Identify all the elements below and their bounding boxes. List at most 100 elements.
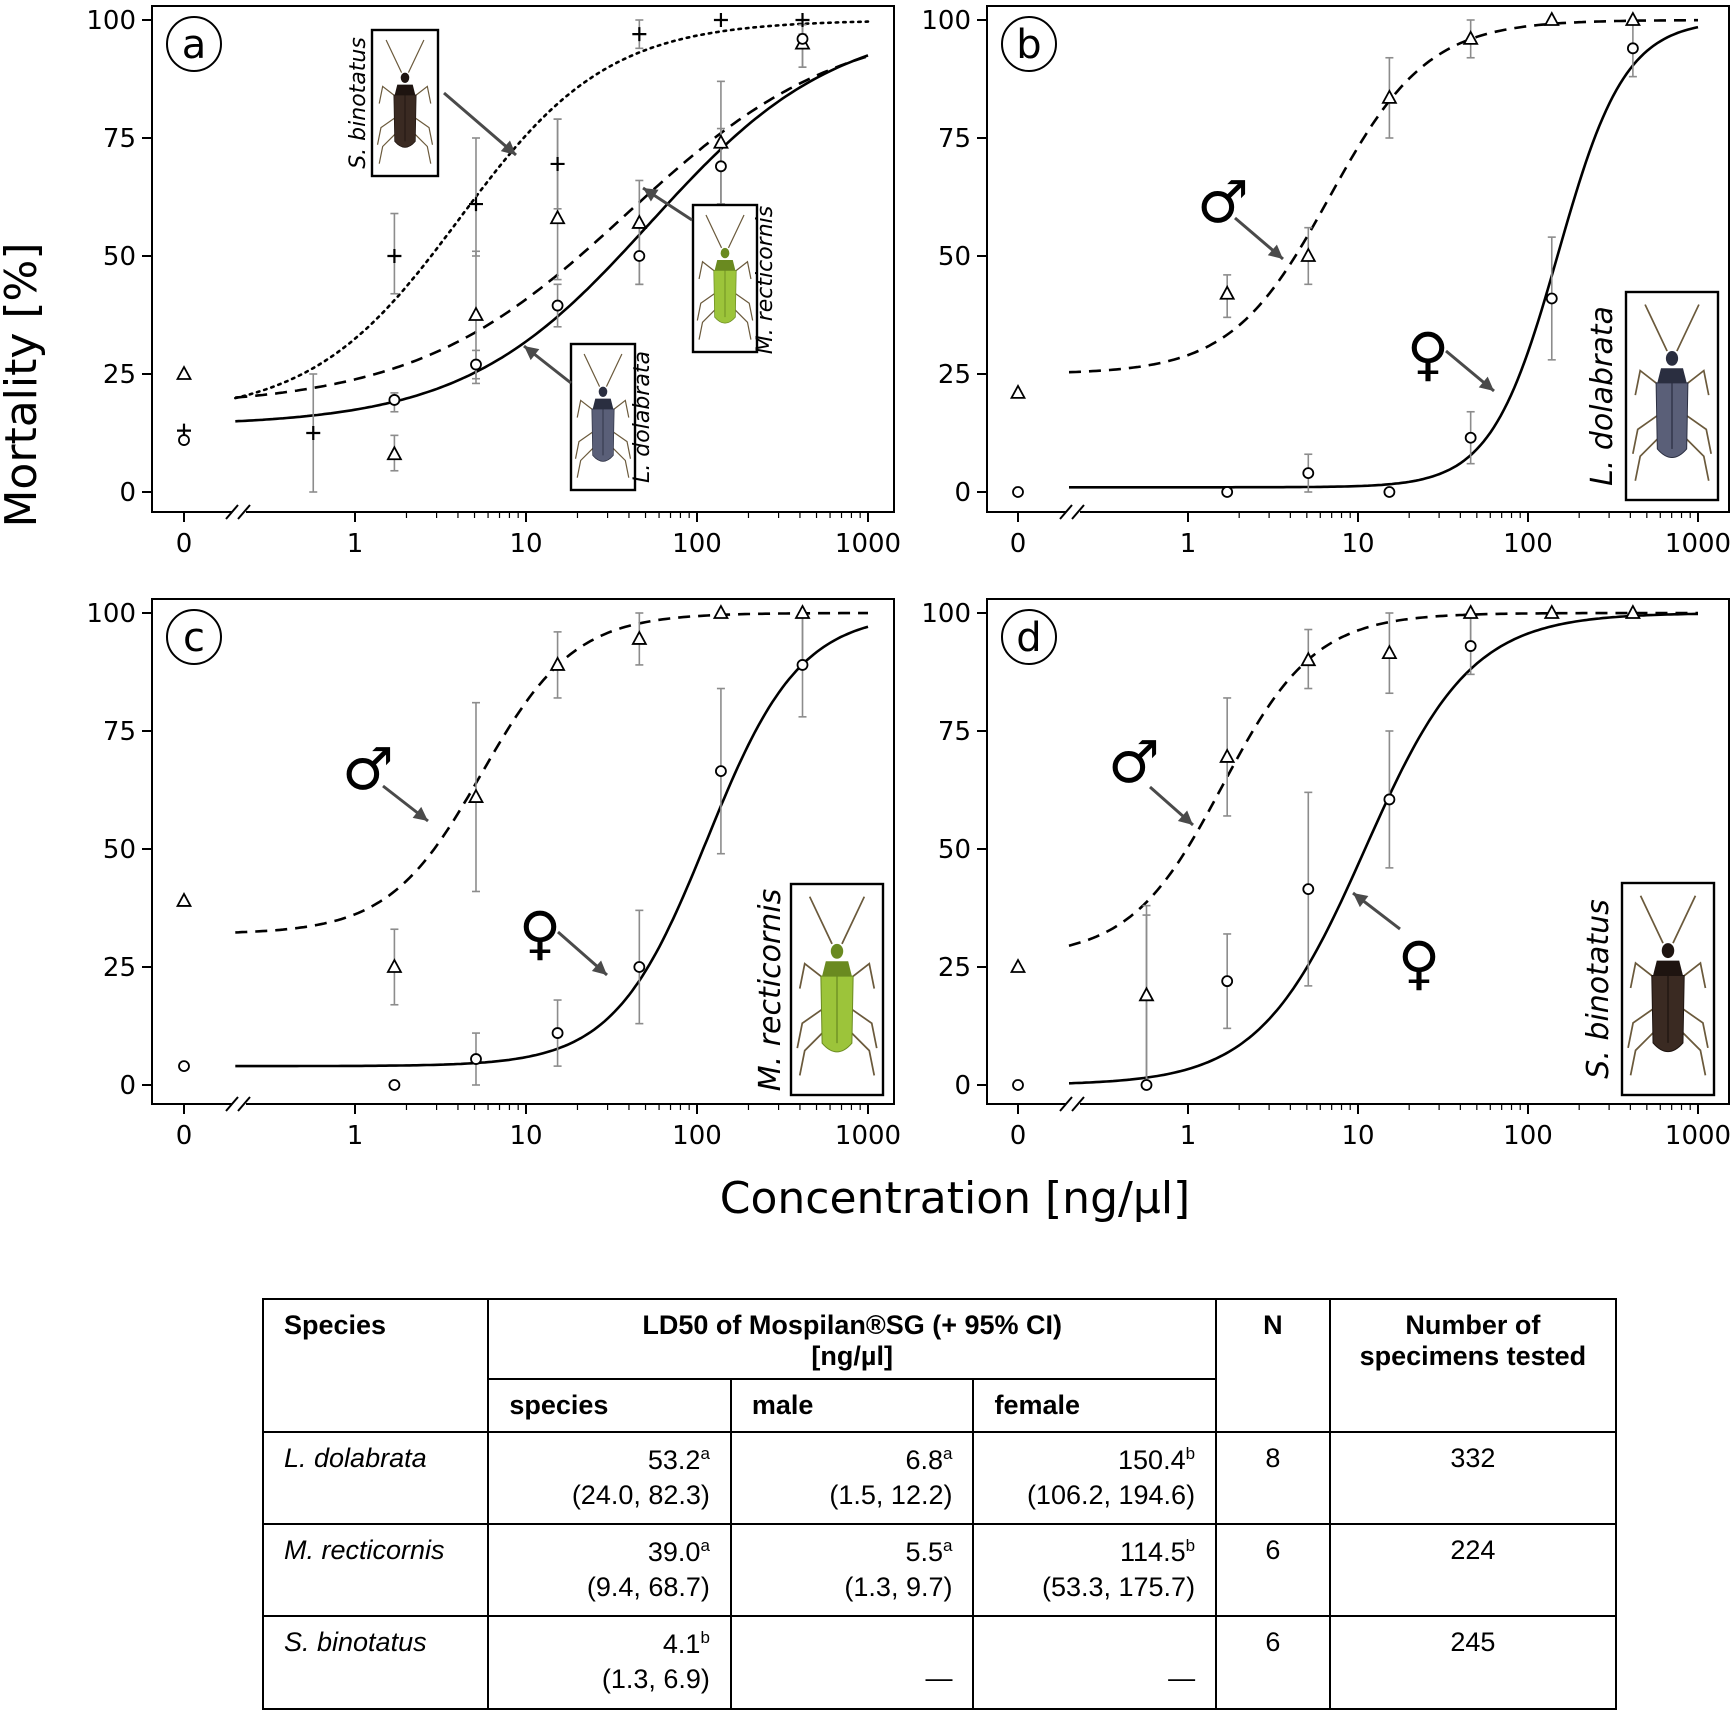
y-tick-label: 0: [119, 1071, 136, 1101]
data-point-circle: [1383, 793, 1396, 806]
data-point-plus: [468, 197, 483, 212]
specimen-species-label: S. binotatus: [1581, 899, 1616, 1078]
cell-ld50-species: 4.1b (1.3, 6.9): [487, 1615, 732, 1710]
y-tick-label: 100: [86, 6, 136, 36]
data-point-triangle: [1543, 604, 1560, 619]
panel-label-circle: [1001, 609, 1057, 665]
axis-break-mark: [237, 1096, 251, 1112]
data-point-circle: [1464, 431, 1477, 444]
insect-legs: [376, 39, 434, 164]
annotation-arrowhead: [591, 960, 607, 975]
axis-break-mark: [237, 504, 251, 520]
subheader-species: species: [487, 1378, 732, 1433]
panel-label: b: [1016, 22, 1041, 68]
data-point-triangle: [1300, 651, 1317, 667]
insect-silhouette: [796, 896, 878, 1076]
axis-break-mark: [225, 504, 239, 520]
cell-specimens: 332: [1328, 1430, 1618, 1526]
data-point-circle: [633, 961, 646, 973]
specimen-photo-frame: [569, 342, 637, 492]
insect-legs: [696, 214, 754, 340]
insect-head: [720, 247, 730, 259]
cell-ld50-female: —: [972, 1615, 1218, 1710]
header-ld50: LD50 of Mospilan®SG (+ 95% CI) [ng/µl]: [487, 1298, 1218, 1380]
axis-break-mark: [1071, 504, 1085, 520]
axis-break-gap: [232, 510, 246, 516]
y-tick-label: 50: [103, 835, 136, 865]
panel-label: c: [183, 615, 205, 661]
data-point-triangle: [1300, 247, 1317, 262]
data-point-triangle: [794, 604, 811, 619]
cell-n: 6: [1215, 1523, 1331, 1618]
annotation-arrowhead: [412, 806, 428, 821]
cell-n: 8: [1215, 1430, 1331, 1526]
y-tick-label: 25: [938, 953, 971, 983]
cell-ld50-male: —: [729, 1615, 975, 1710]
data-point-circle: [1302, 467, 1315, 480]
x-tick-label: 1000: [835, 529, 901, 559]
data-point-triangle: [1138, 986, 1155, 1002]
x-tick-label: 0: [1010, 1121, 1027, 1151]
x-tick-label: 100: [672, 1121, 722, 1151]
cell-ld50-male: 5.5a (1.3, 9.7): [729, 1523, 975, 1618]
data-point-plus: [713, 13, 728, 27]
data-point-circle: [1383, 486, 1396, 498]
x-tick-label: 10: [509, 1121, 542, 1151]
insect-silhouette: [1627, 895, 1709, 1076]
data-point-triangle: [549, 209, 566, 225]
data-point-triangle: [1381, 644, 1398, 660]
data-point-circle: [1545, 292, 1558, 305]
annotation-arrowhead: [1267, 244, 1283, 259]
data-point-triangle: [467, 788, 485, 803]
data-point-circle: [388, 1079, 401, 1091]
plot-frame-c: [151, 598, 895, 1105]
x-tick-label: 1: [1180, 529, 1197, 559]
data-point-circle: [178, 434, 190, 446]
data-point-circle: [551, 299, 564, 312]
insect-pronotum: [592, 398, 614, 409]
row-species-name: L. dolabrata: [261, 1430, 490, 1526]
header-n: N: [1215, 1298, 1331, 1433]
header-specimens: Number of specimens tested: [1328, 1298, 1618, 1433]
insect-pronotum: [822, 961, 852, 977]
data-point-plus: [550, 156, 565, 171]
x-tick-label: 1000: [1665, 1121, 1731, 1151]
data-point-triangle: [386, 445, 403, 461]
axis-break-mark: [1071, 1096, 1085, 1112]
ld50-table: Species LD50 of Mospilan®SG (+ 95% CI) [n…: [261, 1298, 1618, 1710]
insect-silhouette: [1632, 304, 1712, 481]
y-tick-label: 100: [86, 599, 136, 629]
x-tick-label: 1: [347, 529, 364, 559]
annotation-arrow: [443, 91, 517, 157]
y-tick-label: 50: [103, 242, 136, 272]
data-point-circle: [796, 659, 809, 671]
subheader-male: male: [729, 1378, 975, 1433]
data-point-triangle: [386, 958, 403, 973]
insect-head: [830, 943, 844, 959]
panel-label: a: [182, 22, 207, 68]
axis-break-gap: [1066, 1102, 1080, 1108]
x-tick-label: 10: [1341, 529, 1374, 559]
y-tick-label: 0: [119, 478, 136, 508]
data-point-plus: [306, 426, 321, 440]
insect-silhouette: [574, 353, 632, 478]
annotation-arrowhead: [1478, 376, 1494, 391]
fit-curve-dashed: [235, 611, 868, 934]
data-point-triangle: [712, 604, 729, 619]
row-species-name: M. recticornis: [261, 1523, 490, 1618]
data-point-circle: [388, 394, 401, 406]
cell-specimens: 245: [1328, 1615, 1618, 1710]
insect-head: [1661, 943, 1675, 959]
fit-curve-solid: [1068, 612, 1698, 1085]
female-symbol: ♀: [1398, 929, 1440, 997]
data-point-circle: [715, 765, 727, 778]
male-symbol: ♂: [1197, 168, 1249, 236]
annotation-arrowhead: [643, 188, 659, 202]
data-point-triangle: [1219, 284, 1236, 300]
table-row: M. recticornis 39.0a (9.4, 68.7) 5.5a (1.3…: [261, 1523, 1618, 1618]
x-tick-label: 0: [176, 1121, 193, 1151]
axis-break-gap: [1066, 510, 1080, 516]
data-point-circle: [470, 358, 482, 371]
insect-pronotum: [394, 84, 416, 95]
x-tick-label: 0: [176, 529, 193, 559]
